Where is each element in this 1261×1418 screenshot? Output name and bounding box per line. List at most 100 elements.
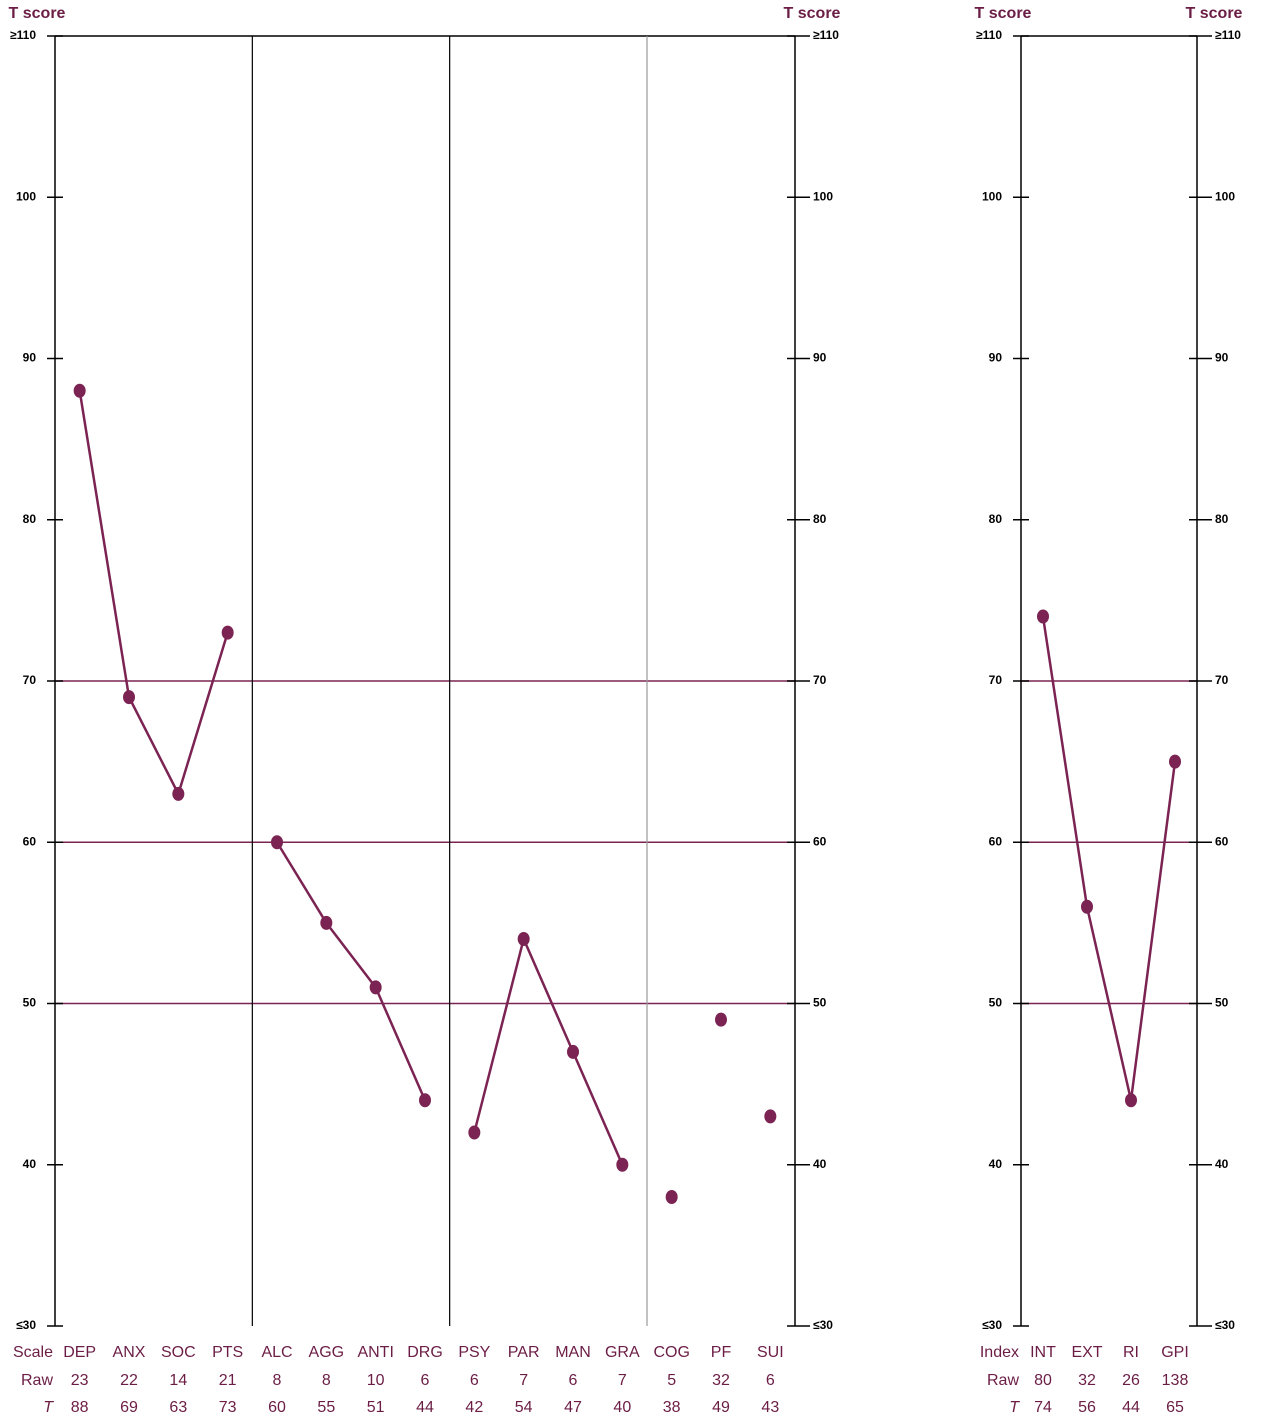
line-segment <box>78 390 229 798</box>
y-tick-label: ≥110 <box>976 28 1002 42</box>
point <box>1037 609 1049 624</box>
t-score: 42 <box>465 1399 483 1416</box>
x-tick-label: GPI <box>1161 1344 1189 1361</box>
y-tick-label: 90 <box>989 351 1003 365</box>
y-axis-title: T score <box>784 5 841 22</box>
raw-score: 14 <box>169 1372 187 1389</box>
y-tick-label: ≥110 <box>10 28 36 42</box>
y-tick-label: 80 <box>23 512 37 526</box>
y-tick-label: 60 <box>1215 834 1229 848</box>
point <box>1125 1093 1137 1108</box>
y-tick-label: 100 <box>16 189 36 203</box>
y-tick-label: 40 <box>989 1157 1003 1171</box>
y-tick-label: 70 <box>989 673 1003 687</box>
y-tick-label: ≤30 <box>813 1318 833 1332</box>
raw-score: 10 <box>367 1372 385 1389</box>
raw-score: 21 <box>219 1372 237 1389</box>
t-score: 38 <box>663 1399 681 1416</box>
raw-score: 6 <box>766 1372 775 1389</box>
x-tick-label: DEP <box>63 1344 96 1361</box>
x-tick-label: INT <box>1030 1344 1056 1361</box>
point <box>517 932 530 946</box>
y-tick-label: 70 <box>813 673 827 687</box>
row-label: T <box>43 1399 54 1416</box>
y-tick-label: 80 <box>813 512 827 526</box>
x-tick-label: ALC <box>261 1344 292 1361</box>
y-tick-label: 70 <box>23 673 37 687</box>
row-label: Raw <box>987 1372 1019 1389</box>
t-score: 69 <box>120 1399 138 1416</box>
y-axis-title: T score <box>1186 5 1243 22</box>
point <box>764 1109 777 1124</box>
x-tick-label: PSY <box>458 1344 490 1361</box>
x-tick-label: COG <box>653 1344 689 1361</box>
y-tick-label: 100 <box>982 189 1002 203</box>
x-tick-label: PF <box>711 1344 732 1361</box>
t-score: 73 <box>219 1399 237 1416</box>
t-score: 54 <box>515 1399 533 1416</box>
t-score: 63 <box>169 1399 187 1416</box>
y-tick-label: 80 <box>989 512 1003 526</box>
x-tick-label: ANX <box>113 1344 146 1361</box>
y-axis-title: T score <box>9 5 66 22</box>
point <box>715 1012 727 1027</box>
y-tick-label: ≤30 <box>1215 1318 1235 1332</box>
t-score: 47 <box>564 1399 582 1416</box>
raw-score: 5 <box>667 1372 676 1389</box>
y-tick-label: 100 <box>813 189 833 203</box>
raw-score: 32 <box>1078 1372 1096 1389</box>
x-tick-label: PTS <box>212 1344 243 1361</box>
point <box>320 915 333 930</box>
line-segment <box>1041 616 1177 1101</box>
point <box>123 690 135 705</box>
t-score: 44 <box>1122 1399 1140 1416</box>
x-tick-label: RI <box>1123 1344 1139 1361</box>
y-tick-label: ≤30 <box>16 1318 36 1332</box>
y-tick-label: 40 <box>813 1157 827 1171</box>
x-tick-label: AGG <box>309 1344 345 1361</box>
point <box>369 980 382 995</box>
t-score: 43 <box>761 1399 779 1416</box>
y-tick-label: 70 <box>1215 673 1229 687</box>
raw-score: 8 <box>273 1372 282 1389</box>
x-tick-label: DRG <box>407 1344 443 1361</box>
t-score: 65 <box>1166 1399 1184 1416</box>
x-tick-label: PAR <box>508 1344 540 1361</box>
row-label: Scale <box>13 1344 53 1361</box>
raw-score: 6 <box>470 1372 479 1389</box>
t-score: 40 <box>613 1399 631 1416</box>
y-tick-label: 40 <box>1215 1157 1229 1171</box>
raw-score: 80 <box>1034 1372 1052 1389</box>
t-score: 56 <box>1078 1399 1096 1416</box>
raw-score: 7 <box>618 1372 627 1389</box>
x-tick-label: EXT <box>1071 1344 1102 1361</box>
y-axis-title: T score <box>975 5 1032 22</box>
row-label: T <box>1009 1399 1020 1416</box>
y-tick-label: 40 <box>23 1157 37 1171</box>
raw-score: 23 <box>71 1372 89 1389</box>
x-tick-label: MAN <box>555 1344 591 1361</box>
y-tick-label: 50 <box>813 996 827 1010</box>
raw-score: 7 <box>519 1372 528 1389</box>
t-score: 88 <box>71 1399 89 1416</box>
point <box>73 383 86 398</box>
line-segment <box>275 841 427 1101</box>
y-tick-label: 50 <box>989 996 1003 1010</box>
t-score: 60 <box>268 1399 286 1416</box>
t-score: 49 <box>712 1399 730 1416</box>
row-label: Index <box>980 1344 1019 1361</box>
raw-score: 6 <box>569 1372 578 1389</box>
y-tick-label: 60 <box>813 834 827 848</box>
y-tick-label: 50 <box>1215 996 1229 1010</box>
point <box>1169 754 1181 769</box>
line-segment <box>473 935 624 1166</box>
point <box>567 1044 579 1059</box>
point <box>616 1157 629 1172</box>
raw-score: 22 <box>120 1372 138 1389</box>
y-tick-label: 90 <box>1215 351 1229 365</box>
y-tick-label: 60 <box>989 834 1003 848</box>
y-tick-label: ≥110 <box>813 28 839 42</box>
point <box>468 1125 481 1140</box>
t-score: 55 <box>317 1399 335 1416</box>
y-tick-label: 60 <box>23 834 37 848</box>
